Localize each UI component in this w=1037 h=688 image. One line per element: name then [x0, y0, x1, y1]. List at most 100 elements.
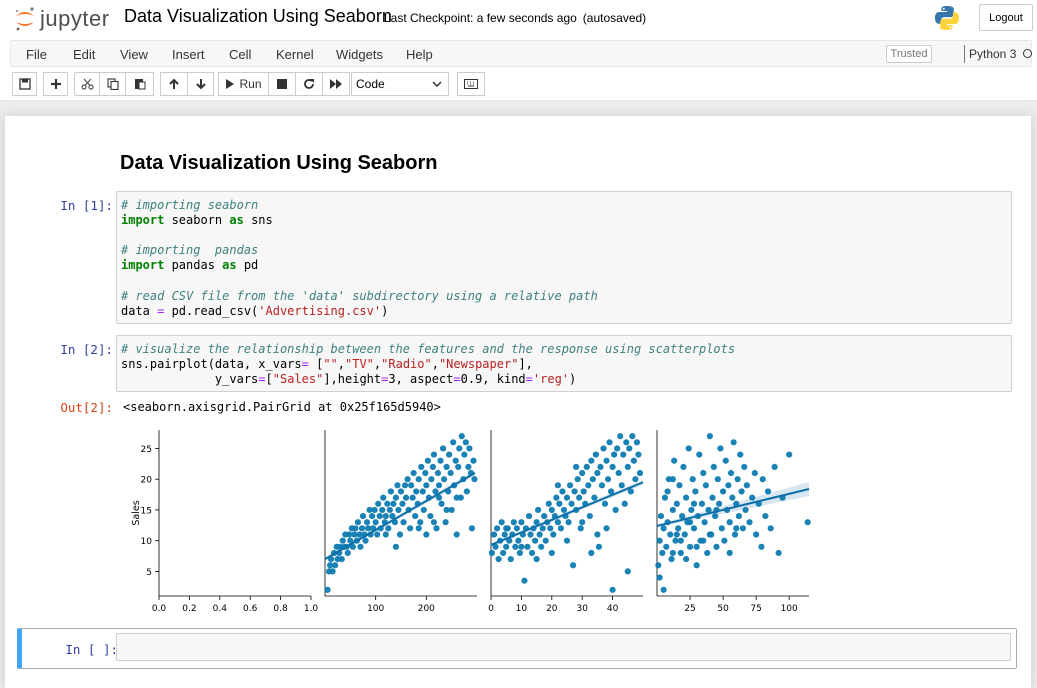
interrupt-button[interactable]: [268, 72, 296, 96]
logout-button[interactable]: Logout: [979, 4, 1033, 31]
copy-button[interactable]: [99, 72, 126, 96]
scatter-point: [375, 500, 382, 507]
scatter-point: [553, 494, 560, 501]
scatter-point: [435, 482, 443, 489]
scatter-point: [618, 482, 625, 489]
scatter-point: [586, 512, 593, 520]
restart-button[interactable]: [295, 72, 323, 96]
scatter-point: [456, 445, 463, 452]
scatter-point: [455, 463, 462, 470]
scatter-point: [419, 488, 426, 495]
insert-cell-button[interactable]: [43, 72, 68, 96]
scatter-point: [412, 512, 419, 520]
autosaved-label: (autosaved): [582, 11, 647, 25]
menu-cell[interactable]: Cell: [229, 47, 252, 62]
scatter-point: [410, 469, 417, 477]
scatter-point: [557, 525, 565, 532]
scissors-icon: [80, 78, 94, 90]
trusted-badge[interactable]: Trusted: [886, 45, 932, 63]
command-palette-button[interactable]: [457, 72, 485, 96]
notebook-title[interactable]: Data Visualization Using Seaborn: [124, 6, 392, 26]
scatter-point: [424, 457, 431, 464]
menu-edit[interactable]: Edit: [73, 47, 96, 62]
save-button[interactable]: [12, 72, 37, 96]
scatter-point: [439, 445, 447, 452]
scatter-point: [716, 500, 723, 507]
run-button[interactable]: Run: [218, 72, 269, 96]
scatter-point: [656, 574, 663, 581]
scatter-point: [415, 525, 422, 532]
scatter-point: [733, 525, 740, 532]
scatter-point: [385, 525, 392, 532]
cell-1-code: # importing seaborn import seaborn as sn…: [121, 198, 598, 319]
scatter-point: [677, 549, 684, 557]
menu-kernel[interactable]: Kernel: [276, 47, 314, 62]
selected-cell[interactable]: In [ ]:: [17, 628, 1017, 669]
scatter-point: [705, 506, 712, 514]
markdown-heading[interactable]: Data Visualization Using Seaborn: [120, 152, 438, 174]
scatter-point: [804, 519, 811, 526]
scatter-point: [704, 549, 711, 557]
scatter-point: [685, 445, 692, 452]
scatter-point: [538, 543, 545, 550]
menu-insert[interactable]: Insert: [172, 47, 205, 62]
restart-icon: [304, 79, 314, 89]
scatter-point: [580, 488, 587, 495]
paste-button[interactable]: [125, 72, 154, 96]
y-tick-label: 20: [141, 476, 153, 486]
scatter-point: [338, 556, 345, 563]
scatter-point: [746, 519, 753, 526]
scatter-point: [356, 531, 363, 538]
scatter-point: [351, 531, 358, 538]
scatter-point: [753, 531, 760, 538]
scatter-point: [679, 512, 686, 520]
menu-help[interactable]: Help: [406, 47, 433, 62]
scatter-point: [657, 512, 665, 520]
y-tick-label: 25: [141, 445, 152, 455]
scatter-point: [518, 519, 525, 526]
menu-view[interactable]: View: [120, 47, 148, 62]
scatter-point: [364, 525, 372, 532]
kernel-name[interactable]: Python 3: [969, 47, 1017, 61]
scatter-point: [669, 476, 676, 483]
move-up-button[interactable]: [160, 72, 188, 96]
menu-file[interactable]: File: [26, 47, 47, 62]
scatter-point: [758, 543, 765, 550]
jupyter-logo-icon: [15, 7, 34, 31]
scatter-point: [516, 549, 523, 557]
cell-1-prompt: In [1]:: [60, 198, 113, 213]
scatter-point: [730, 439, 737, 446]
scatter-point: [513, 525, 520, 532]
scatter-point: [539, 525, 546, 532]
scatter-point: [432, 488, 439, 495]
pairplot-figure: 510152025Sales0.00.20.40.60.81.0100200TV…: [131, 430, 811, 614]
restart-run-all-button[interactable]: [322, 72, 350, 96]
code-line: data = pd.read_csv('Advertising.csv'): [121, 303, 389, 318]
scatter-point: [503, 543, 510, 550]
scatter-point: [339, 537, 346, 544]
scatter-point: [565, 519, 572, 526]
cell-3-input[interactable]: [116, 633, 1011, 661]
scatter-point: [633, 439, 641, 446]
scatter-point: [471, 476, 478, 483]
cell-2-input[interactable]: # visualize the relationship between the…: [116, 335, 1012, 392]
x-tick-label: 10: [516, 604, 528, 614]
scatter-point: [434, 469, 442, 477]
app-name: jupyter: [40, 6, 110, 31]
cell-type-select[interactable]: Code: [351, 72, 449, 96]
scatter-point: [600, 445, 607, 452]
scatter-point: [560, 506, 568, 514]
menu-widgets[interactable]: Widgets: [336, 47, 383, 62]
scatter-point: [563, 494, 571, 501]
cell-1-input[interactable]: # importing seaborn import seaborn as sn…: [116, 191, 1012, 324]
scatter-point: [629, 433, 636, 440]
scatter-point: [597, 463, 604, 470]
scatter-point: [443, 463, 450, 470]
scatter-point: [524, 543, 531, 550]
move-down-button[interactable]: [187, 72, 214, 96]
scatter-point: [692, 488, 699, 495]
cut-button[interactable]: [74, 72, 100, 96]
scatter-point: [510, 519, 517, 526]
jupyter-logo[interactable]: jupyter: [14, 4, 110, 34]
scatter-point: [656, 537, 663, 544]
